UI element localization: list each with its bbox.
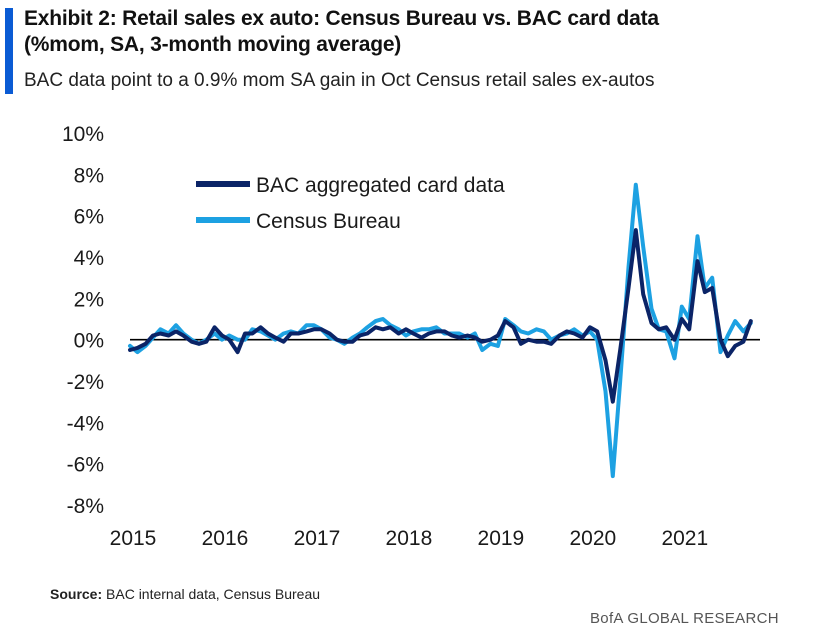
- exhibit-subtitle: BAC data point to a 0.9% mom SA gain in …: [24, 70, 655, 91]
- y-tick-label: -2%: [67, 371, 104, 394]
- x-tick-label: 2021: [661, 527, 708, 550]
- legend-item-census: Census Bureau: [196, 210, 401, 233]
- x-tick-label: 2015: [110, 527, 157, 550]
- line-chart: 10%8%6%4%2%0%-2%-4%-6%-8% 2015 2016 2017 20…: [62, 123, 760, 550]
- x-tick-label: 2019: [478, 527, 525, 550]
- x-tick-label: 2016: [202, 527, 249, 550]
- y-tick-label: -6%: [67, 454, 104, 477]
- title-line-2: (%mom, SA, 3-month moving average): [24, 33, 402, 56]
- y-tick-label: 8%: [74, 164, 104, 187]
- series-layer: [128, 182, 753, 479]
- legend-item-bac: BAC aggregated card data: [196, 174, 505, 197]
- legend: BAC aggregated card data Census Bureau: [196, 174, 505, 233]
- y-axis-tick-labels: 10% 8% 6% 4% 2% 0% -2% -4% -6% -8%: [62, 123, 104, 518]
- y-tick-label: -8%: [67, 495, 104, 518]
- y-tick-label: 2%: [74, 288, 104, 311]
- source-note: Source: BAC internal data, Census Bureau: [50, 586, 320, 602]
- legend-label: BAC aggregated card data: [256, 174, 505, 197]
- y-tick-label: 4%: [74, 247, 104, 270]
- x-tick-label: 2017: [294, 527, 341, 550]
- y-tick-label: 0%: [74, 330, 104, 353]
- legend-label: Census Bureau: [256, 210, 401, 233]
- source-text: BAC internal data, Census Bureau: [106, 586, 321, 602]
- y-tick-label: -4%: [67, 412, 104, 435]
- y-tick-label: 6%: [74, 206, 104, 229]
- x-tick-label: 2018: [386, 527, 433, 550]
- title-line-1: Exhibit 2: Retail sales ex auto: Census …: [24, 7, 659, 30]
- brand-footer: BofA GLOBAL RESEARCH: [590, 610, 779, 627]
- y-tick-label: 10%: [62, 123, 104, 146]
- title-accent-bar: [5, 8, 13, 94]
- source-label: Source:: [50, 586, 103, 602]
- series-line-bac-card-data: [128, 228, 753, 404]
- x-axis-tick-labels: 2015 2016 2017 2018 2019 2020 2021: [110, 527, 709, 550]
- x-tick-label: 2020: [569, 527, 616, 550]
- exhibit-title: Exhibit 2: Retail sales ex auto: Census …: [24, 6, 659, 58]
